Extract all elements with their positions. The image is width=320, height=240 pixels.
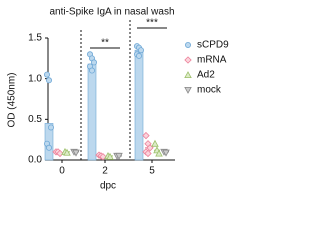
y-tick-label: 0.5 xyxy=(28,114,42,125)
legend-label: mock xyxy=(197,85,222,96)
legend-label: Ad2 xyxy=(197,70,215,81)
y-tick-label: 0.0 xyxy=(28,155,42,166)
data-point xyxy=(46,77,53,84)
data-point xyxy=(144,149,152,158)
legend-marker xyxy=(184,56,192,64)
data-point xyxy=(106,152,114,160)
data-point xyxy=(91,59,98,66)
data-point xyxy=(99,153,107,161)
data-point xyxy=(72,149,80,157)
y-tick-label: 1.0 xyxy=(28,73,42,84)
data-point xyxy=(44,71,51,78)
data-point xyxy=(115,152,123,160)
data-point xyxy=(142,131,150,140)
legend-marker xyxy=(184,42,191,49)
y-axis-label: OD (450nm) xyxy=(7,72,18,127)
legend-label: sCPD9 xyxy=(197,40,229,51)
x-tick-label: 2 xyxy=(102,166,108,177)
significance-label: *** xyxy=(146,18,158,29)
data-point xyxy=(56,149,64,158)
data-point xyxy=(46,144,53,151)
x-axis-label: dpc xyxy=(100,181,116,192)
x-tick-label: 0 xyxy=(59,166,65,177)
data-point xyxy=(48,124,55,131)
bar xyxy=(134,49,144,161)
legend-label: mRNA xyxy=(197,55,227,66)
chart: anti-Spike IgA in nasal wash dpc OD (450… xyxy=(7,7,229,192)
x-tick-label: 5 xyxy=(149,166,155,177)
data-point xyxy=(63,148,71,156)
y-tick-label: 1.5 xyxy=(28,33,42,44)
bar xyxy=(87,63,97,161)
data-point xyxy=(135,52,142,59)
chart-title: anti-Spike IgA in nasal wash xyxy=(49,7,174,18)
data-point xyxy=(151,139,159,147)
data-point xyxy=(137,47,144,54)
significance-label: ** xyxy=(101,38,109,49)
legend-marker xyxy=(184,87,192,94)
data-point xyxy=(162,149,170,157)
legend-marker xyxy=(184,71,192,78)
data-point xyxy=(155,149,163,157)
data-point xyxy=(89,67,96,74)
